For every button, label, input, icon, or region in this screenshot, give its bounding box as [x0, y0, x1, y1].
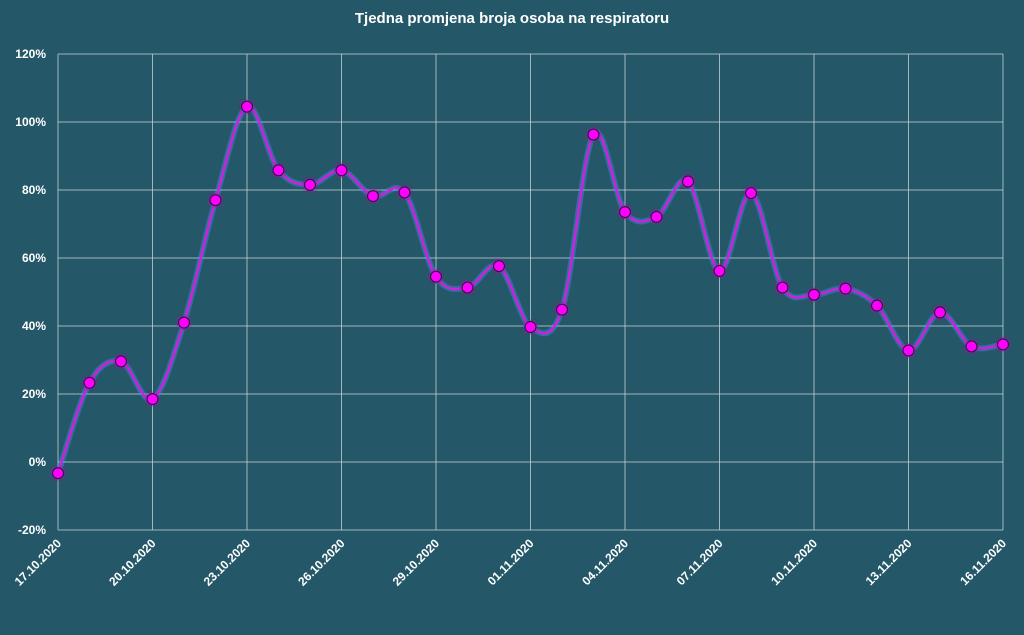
- data-point[interactable]: [114, 355, 128, 368]
- data-point[interactable]: [650, 210, 663, 223]
- x-tick-label: 04.11.2020: [579, 536, 631, 588]
- y-tick-label: -20%: [18, 523, 46, 537]
- data-point[interactable]: [618, 206, 632, 219]
- data-point[interactable]: [366, 190, 380, 203]
- data-point[interactable]: [996, 338, 1010, 351]
- data-point[interactable]: [555, 303, 569, 316]
- y-tick-label: 20%: [22, 387, 46, 401]
- data-point[interactable]: [146, 393, 159, 406]
- y-tick-label: 80%: [22, 183, 46, 197]
- x-tick-label: 07.11.2020: [674, 536, 726, 588]
- x-tick-label: 13.11.2020: [863, 536, 915, 588]
- data-point[interactable]: [713, 264, 726, 278]
- data-point[interactable]: [744, 186, 758, 200]
- y-tick-label: 0%: [29, 455, 47, 469]
- data-point[interactable]: [177, 316, 191, 329]
- data-point[interactable]: [902, 344, 915, 357]
- data-point[interactable]: [240, 100, 254, 113]
- data-point[interactable]: [681, 175, 695, 188]
- data-point[interactable]: [51, 467, 65, 480]
- x-tick-label: 17.10.2020: [12, 536, 65, 589]
- data-point[interactable]: [776, 281, 789, 294]
- data-point[interactable]: [429, 270, 443, 283]
- x-tick-label: 20.10.2020: [106, 536, 159, 589]
- data-point[interactable]: [839, 282, 852, 295]
- data-point[interactable]: [398, 186, 411, 199]
- data-point[interactable]: [870, 299, 884, 312]
- data-point[interactable]: [965, 340, 978, 353]
- data-point[interactable]: [209, 194, 222, 207]
- data-point[interactable]: [807, 288, 821, 301]
- data-point[interactable]: [335, 164, 348, 177]
- data-point[interactable]: [933, 306, 947, 319]
- data-point[interactable]: [272, 164, 285, 177]
- x-tick-label: 10.11.2020: [768, 536, 820, 588]
- data-point[interactable]: [492, 260, 506, 273]
- data-point[interactable]: [524, 320, 537, 334]
- x-tick-label: 29.10.2020: [390, 536, 443, 589]
- data-point[interactable]: [587, 128, 600, 141]
- y-tick-label: 100%: [15, 115, 46, 129]
- x-tick-label: 01.11.2020: [485, 536, 537, 588]
- y-tick-label: 60%: [22, 251, 46, 265]
- data-point[interactable]: [303, 178, 317, 191]
- data-point[interactable]: [461, 281, 474, 294]
- y-tick-label: 120%: [15, 47, 46, 61]
- x-tick-label: 26.10.2020: [295, 536, 348, 589]
- x-tick-label: 23.10.2020: [201, 536, 254, 589]
- chart-title: Tjedna promjena broja osoba na respirato…: [354, 10, 670, 27]
- data-point[interactable]: [83, 376, 96, 389]
- y-tick-label: 40%: [22, 319, 46, 333]
- x-tick-label: 16.11.2020: [957, 536, 1009, 588]
